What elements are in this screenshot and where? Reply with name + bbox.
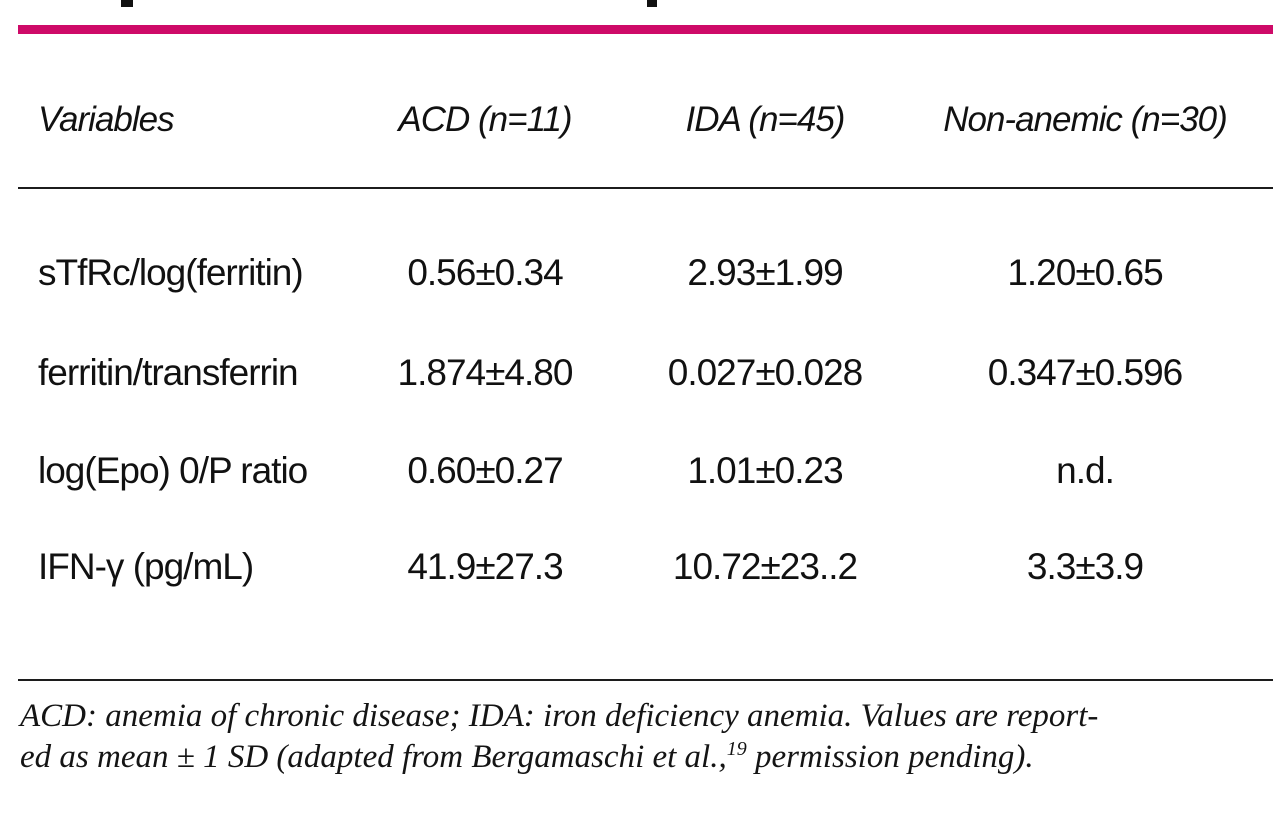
column-header-variables: Variables <box>38 100 175 139</box>
table-footnote: ACD: anemia of chronic disease; IDA: iro… <box>20 696 1265 778</box>
footnote-line-2-end: permission pending). <box>746 739 1034 775</box>
table-row: ferritin/transferrin 1.874±4.80 0.027±0.… <box>20 352 1260 394</box>
cell-ida: 0.027±0.028 <box>667 352 864 393</box>
footnote-reference-superscript: 19 <box>726 738 747 760</box>
column-header-acd: ACD (n=11) <box>398 100 572 139</box>
row-label: log(Epo) 0/P ratio <box>38 450 308 491</box>
footnote-line-2-text: ed as mean ± 1 SD (adapted from Bergamas… <box>20 739 727 775</box>
cell-non-anemic: 3.3±3.9 <box>1026 546 1144 587</box>
footnote-line-1: ACD: anemia of chronic disease; IDA: iro… <box>20 698 1099 734</box>
table-row: IFN-γ (pg/mL) 41.9±27.3 10.72±23..2 3.3±… <box>20 546 1260 588</box>
table-header-row: Variables ACD (n=11) IDA (n=45) Non-anem… <box>20 100 1260 140</box>
cropped-title-fragment <box>647 0 657 7</box>
cell-ida: 10.72±23..2 <box>672 546 858 587</box>
cell-ida: 1.01±0.23 <box>687 450 843 491</box>
row-label: IFN-γ (pg/mL) <box>38 546 254 587</box>
cell-non-anemic: 1.20±0.65 <box>1007 252 1163 293</box>
cell-acd: 41.9±27.3 <box>407 546 563 587</box>
table-row: sTfRc/log(ferritin) 0.56±0.34 2.93±1.99 … <box>20 252 1260 294</box>
cell-ida: 2.93±1.99 <box>687 252 843 293</box>
row-label: ferritin/transferrin <box>38 352 299 393</box>
footnote-line-2: ed as mean ± 1 SD (adapted from Bergamas… <box>20 737 1265 778</box>
column-header-ida: IDA (n=45) <box>685 100 846 139</box>
column-header-non-anemic: Non-anemic (n=30) <box>943 100 1228 139</box>
cell-non-anemic: 0.347±0.596 <box>987 352 1184 393</box>
cell-non-anemic: n.d. <box>1056 450 1115 491</box>
table-row: log(Epo) 0/P ratio 0.60±0.27 1.01±0.23 n… <box>20 450 1260 492</box>
cell-acd: 0.60±0.27 <box>407 450 563 491</box>
table-top-accent-bar <box>18 25 1273 34</box>
row-label: sTfRc/log(ferritin) <box>38 252 304 293</box>
cropped-title-fragment <box>121 0 133 7</box>
cell-acd: 0.56±0.34 <box>407 252 563 293</box>
header-divider-line <box>18 187 1273 189</box>
footnote-divider-line <box>18 679 1273 681</box>
cell-acd: 1.874±4.80 <box>397 352 574 393</box>
